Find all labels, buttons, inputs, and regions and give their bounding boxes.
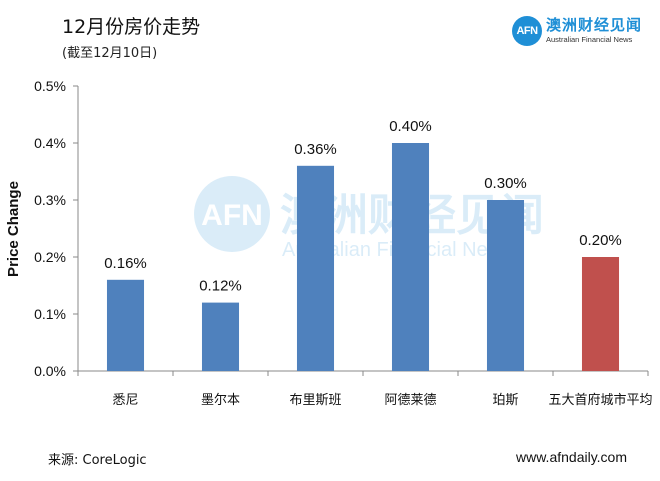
bar-layer: [106, 143, 620, 371]
y-tick-label: 0.3%: [34, 192, 66, 208]
y-axis-title: Price Change: [5, 181, 22, 277]
y-tick-label: 0.1%: [34, 306, 66, 322]
bar-value-label: 0.20%: [579, 232, 622, 249]
bar: [391, 143, 430, 371]
y-tick-label: 0.5%: [34, 78, 66, 94]
y-tick-label: 0.4%: [34, 135, 66, 151]
bar-value-label: 0.30%: [484, 175, 527, 192]
axis-layer: 0.0% 0.1% 0.2% 0.3% 0.4% 0.5%: [34, 78, 649, 379]
afn-logo-name-cn: 澳洲财经见闻: [546, 16, 643, 35]
afn-logo-name-en: Australian Financial News: [546, 35, 633, 45]
chart-title: 12月份房价走势: [62, 16, 201, 38]
bar-value-label: 0.40%: [389, 118, 432, 135]
x-category-label: 五大首府城市平均: [548, 392, 652, 408]
x-category-label: 阿德莱德: [384, 393, 436, 408]
x-category-label: 墨尔本: [201, 393, 240, 408]
bar-value-label: 0.36%: [294, 141, 337, 158]
x-category-label: 珀斯: [492, 393, 518, 408]
bar: [201, 302, 240, 371]
watermark-badge-circle: [194, 176, 270, 252]
bar: [581, 257, 620, 371]
afn-logo-text: 澳洲财经见闻 Australian Financial News: [546, 18, 642, 44]
y-tick-label: 0.0%: [34, 363, 66, 379]
source-note: 来源: CoreLogic: [48, 453, 147, 468]
y-tick-label: 0.2%: [34, 249, 66, 265]
x-category-label: 布里斯班: [289, 393, 341, 408]
bar: [486, 200, 525, 371]
bar-value-label: 0.16%: [104, 255, 147, 272]
bar: [106, 279, 145, 371]
bar: [296, 165, 335, 371]
watermark-badge-text: AFN: [201, 199, 263, 232]
afn-logo-badge: AFN: [512, 16, 542, 46]
website-url[interactable]: www.afndaily.com: [516, 449, 628, 465]
bar-value-label: 0.12%: [199, 278, 242, 295]
chart-subtitle: (截至12月10日): [62, 46, 158, 61]
afn-logo: AFN 澳洲财经见闻 Australian Financial News: [512, 16, 642, 46]
label-layer: 0.16% 悉尼 0.12% 墨尔本 0.36% 布里斯班 0.40% 阿德莱德 0.30% 珀斯…: [104, 118, 652, 408]
x-category-label: 悉尼: [112, 393, 138, 408]
